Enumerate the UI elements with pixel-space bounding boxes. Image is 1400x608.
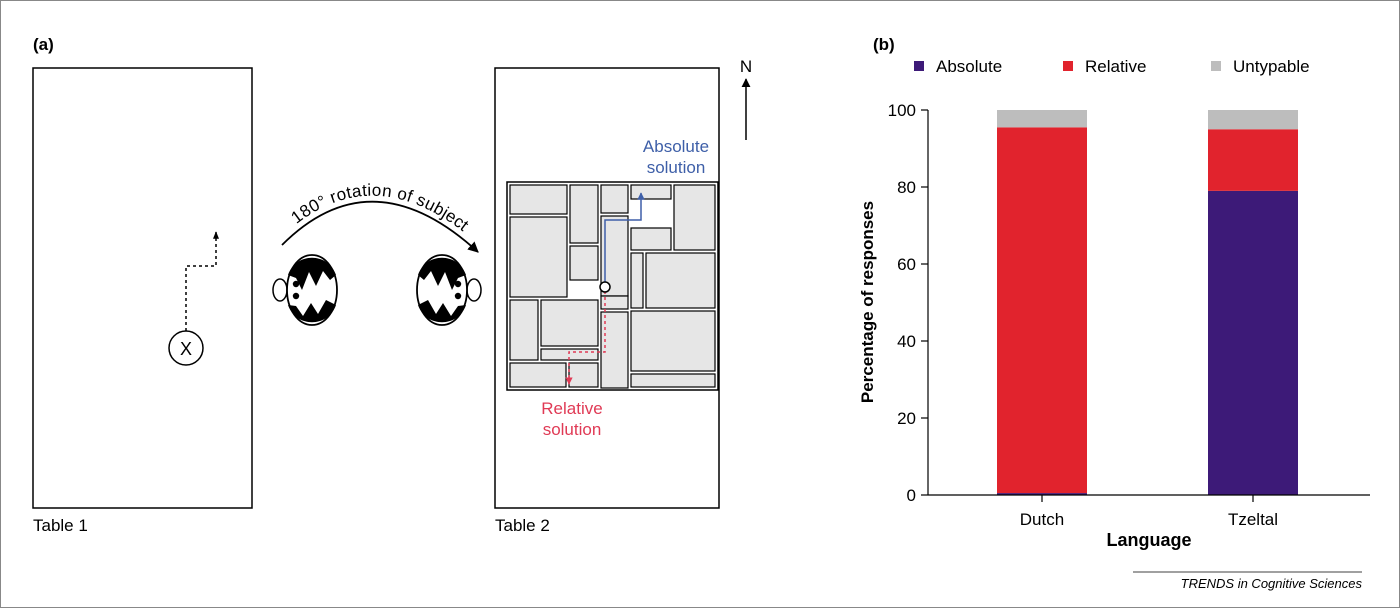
y-tick-label: 80: [897, 178, 916, 197]
legend-label-relative: Relative: [1085, 57, 1146, 76]
legend-swatch-untypable: [1211, 61, 1221, 71]
chart-axes: [927, 110, 1370, 496]
head-after-rotation: [416, 254, 482, 326]
bar-relative-tzeltal: [1208, 129, 1298, 191]
credit-text: TRENDS in Cognitive Sciences: [1181, 576, 1363, 591]
y-tick-label: 40: [897, 332, 916, 351]
rotation-arrow: [281, 200, 479, 253]
panel-b: (b) Absolute Relative Untypable 0 20 40 60 80 1…: [858, 35, 1370, 550]
absolute-solution-line2: solution: [647, 158, 706, 177]
maze-start-point: [599, 281, 611, 293]
table-2-label: Table 2: [495, 516, 550, 535]
table-1-label: Table 1: [33, 516, 88, 535]
legend-label-untypable: Untypable: [1233, 57, 1310, 76]
chart-legend: Absolute Relative Untypable: [914, 57, 1310, 76]
y-tick-label: 60: [897, 255, 916, 274]
north-label: N: [740, 57, 752, 76]
bar-absolute-dutch: [997, 493, 1087, 495]
y-ticks: 0 20 40 60 80 100: [888, 101, 928, 505]
legend-swatch-absolute: [914, 61, 924, 71]
y-tick-label: 20: [897, 409, 916, 428]
start-marker: X: [168, 330, 204, 366]
relative-solution-line1: Relative: [541, 399, 602, 418]
x-tick-label: Tzeltal: [1228, 510, 1278, 529]
relative-route: [565, 291, 606, 385]
head-before-rotation: [272, 254, 338, 326]
panel-a-label: (a): [33, 35, 54, 54]
bar-absolute-tzeltal: [1208, 190, 1298, 495]
panel-b-label: (b): [873, 35, 895, 54]
y-tick-label: 0: [907, 486, 916, 505]
start-marker-label: X: [180, 339, 192, 359]
relative-solution-line2: solution: [543, 420, 602, 439]
table-1-route: [185, 231, 219, 331]
x-axis-title: Language: [1106, 530, 1191, 550]
absolute-route: [604, 192, 645, 283]
bar-relative-dutch: [997, 127, 1087, 494]
table-1: [32, 67, 253, 509]
bar-untypable-dutch: [997, 110, 1087, 128]
maze: [506, 181, 719, 391]
panel-a: (a) Table 1 X 180° rotation of subject: [32, 35, 752, 535]
y-axis-title: Percentage of responses: [858, 201, 877, 403]
y-tick-label: 100: [888, 101, 916, 120]
absolute-solution-line1: Absolute: [643, 137, 709, 156]
legend-swatch-relative: [1063, 61, 1073, 71]
x-tick-label: Dutch: [1020, 510, 1064, 529]
legend-label-absolute: Absolute: [936, 57, 1002, 76]
x-ticks: Dutch Tzeltal: [1020, 495, 1278, 529]
chart-bars: [997, 110, 1298, 495]
bar-untypable-tzeltal: [1208, 110, 1298, 130]
